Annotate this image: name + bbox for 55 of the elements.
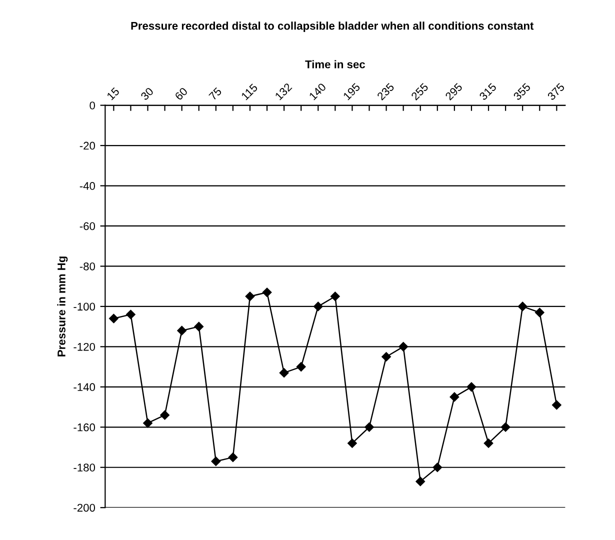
y-axis-title: Pressure in mm Hg xyxy=(57,256,68,356)
point xyxy=(535,308,544,318)
x-tick-label: 60 xyxy=(174,86,188,101)
point xyxy=(432,462,442,472)
point xyxy=(416,476,425,486)
point xyxy=(262,288,272,297)
point xyxy=(211,456,221,466)
x-tick-label: 195 xyxy=(342,82,361,100)
point xyxy=(398,342,408,352)
point xyxy=(177,326,186,336)
point xyxy=(279,368,289,378)
point xyxy=(245,292,255,302)
point xyxy=(552,400,562,410)
point xyxy=(484,438,494,448)
point xyxy=(500,422,510,432)
x-tick-label: 15 xyxy=(106,87,120,100)
x-tick-label: 140 xyxy=(308,82,326,100)
y-tick-label: -120 xyxy=(74,342,96,351)
point xyxy=(348,438,357,448)
y-tick-label: -100 xyxy=(74,302,96,311)
point xyxy=(518,302,528,312)
x-tick-label: 295 xyxy=(444,82,463,101)
y-tick-label: 0 xyxy=(90,102,96,110)
point xyxy=(466,382,476,392)
point xyxy=(314,302,323,312)
y-tick-label: -40 xyxy=(80,182,96,190)
y-tick-label: -60 xyxy=(80,222,96,230)
point xyxy=(450,392,460,402)
point xyxy=(109,314,118,324)
point xyxy=(194,322,204,332)
x-tick-label: 30 xyxy=(140,86,154,101)
x-tick-label: 115 xyxy=(240,83,258,100)
y-tick-label: -200 xyxy=(74,504,96,512)
y-tick-label: -140 xyxy=(74,383,96,392)
point xyxy=(143,418,152,428)
y-tick-label: -180 xyxy=(74,464,96,472)
x-axis-title: Time in sec xyxy=(305,60,366,68)
point xyxy=(330,292,340,302)
point xyxy=(364,422,374,432)
y-tick-label: -160 xyxy=(74,423,96,432)
x-tick-label: 132 xyxy=(274,82,292,100)
x-tick-label: 315 xyxy=(478,82,497,101)
y-tick-label: -20 xyxy=(80,142,96,150)
x-tick-label: 255 xyxy=(410,82,429,101)
point xyxy=(296,362,306,372)
point xyxy=(160,410,170,420)
chart-title: Pressure recorded distal to collapsible bladder when all conditions constant xyxy=(131,22,534,32)
point xyxy=(126,310,136,320)
x-tick-label: 75 xyxy=(208,87,222,101)
x-tick-label: 375 xyxy=(546,82,565,101)
x-tick-label: 355 xyxy=(512,82,531,101)
point xyxy=(382,352,391,362)
y-tick-label: -80 xyxy=(80,262,96,270)
point xyxy=(228,452,238,462)
x-tick-label: 235 xyxy=(376,82,395,101)
